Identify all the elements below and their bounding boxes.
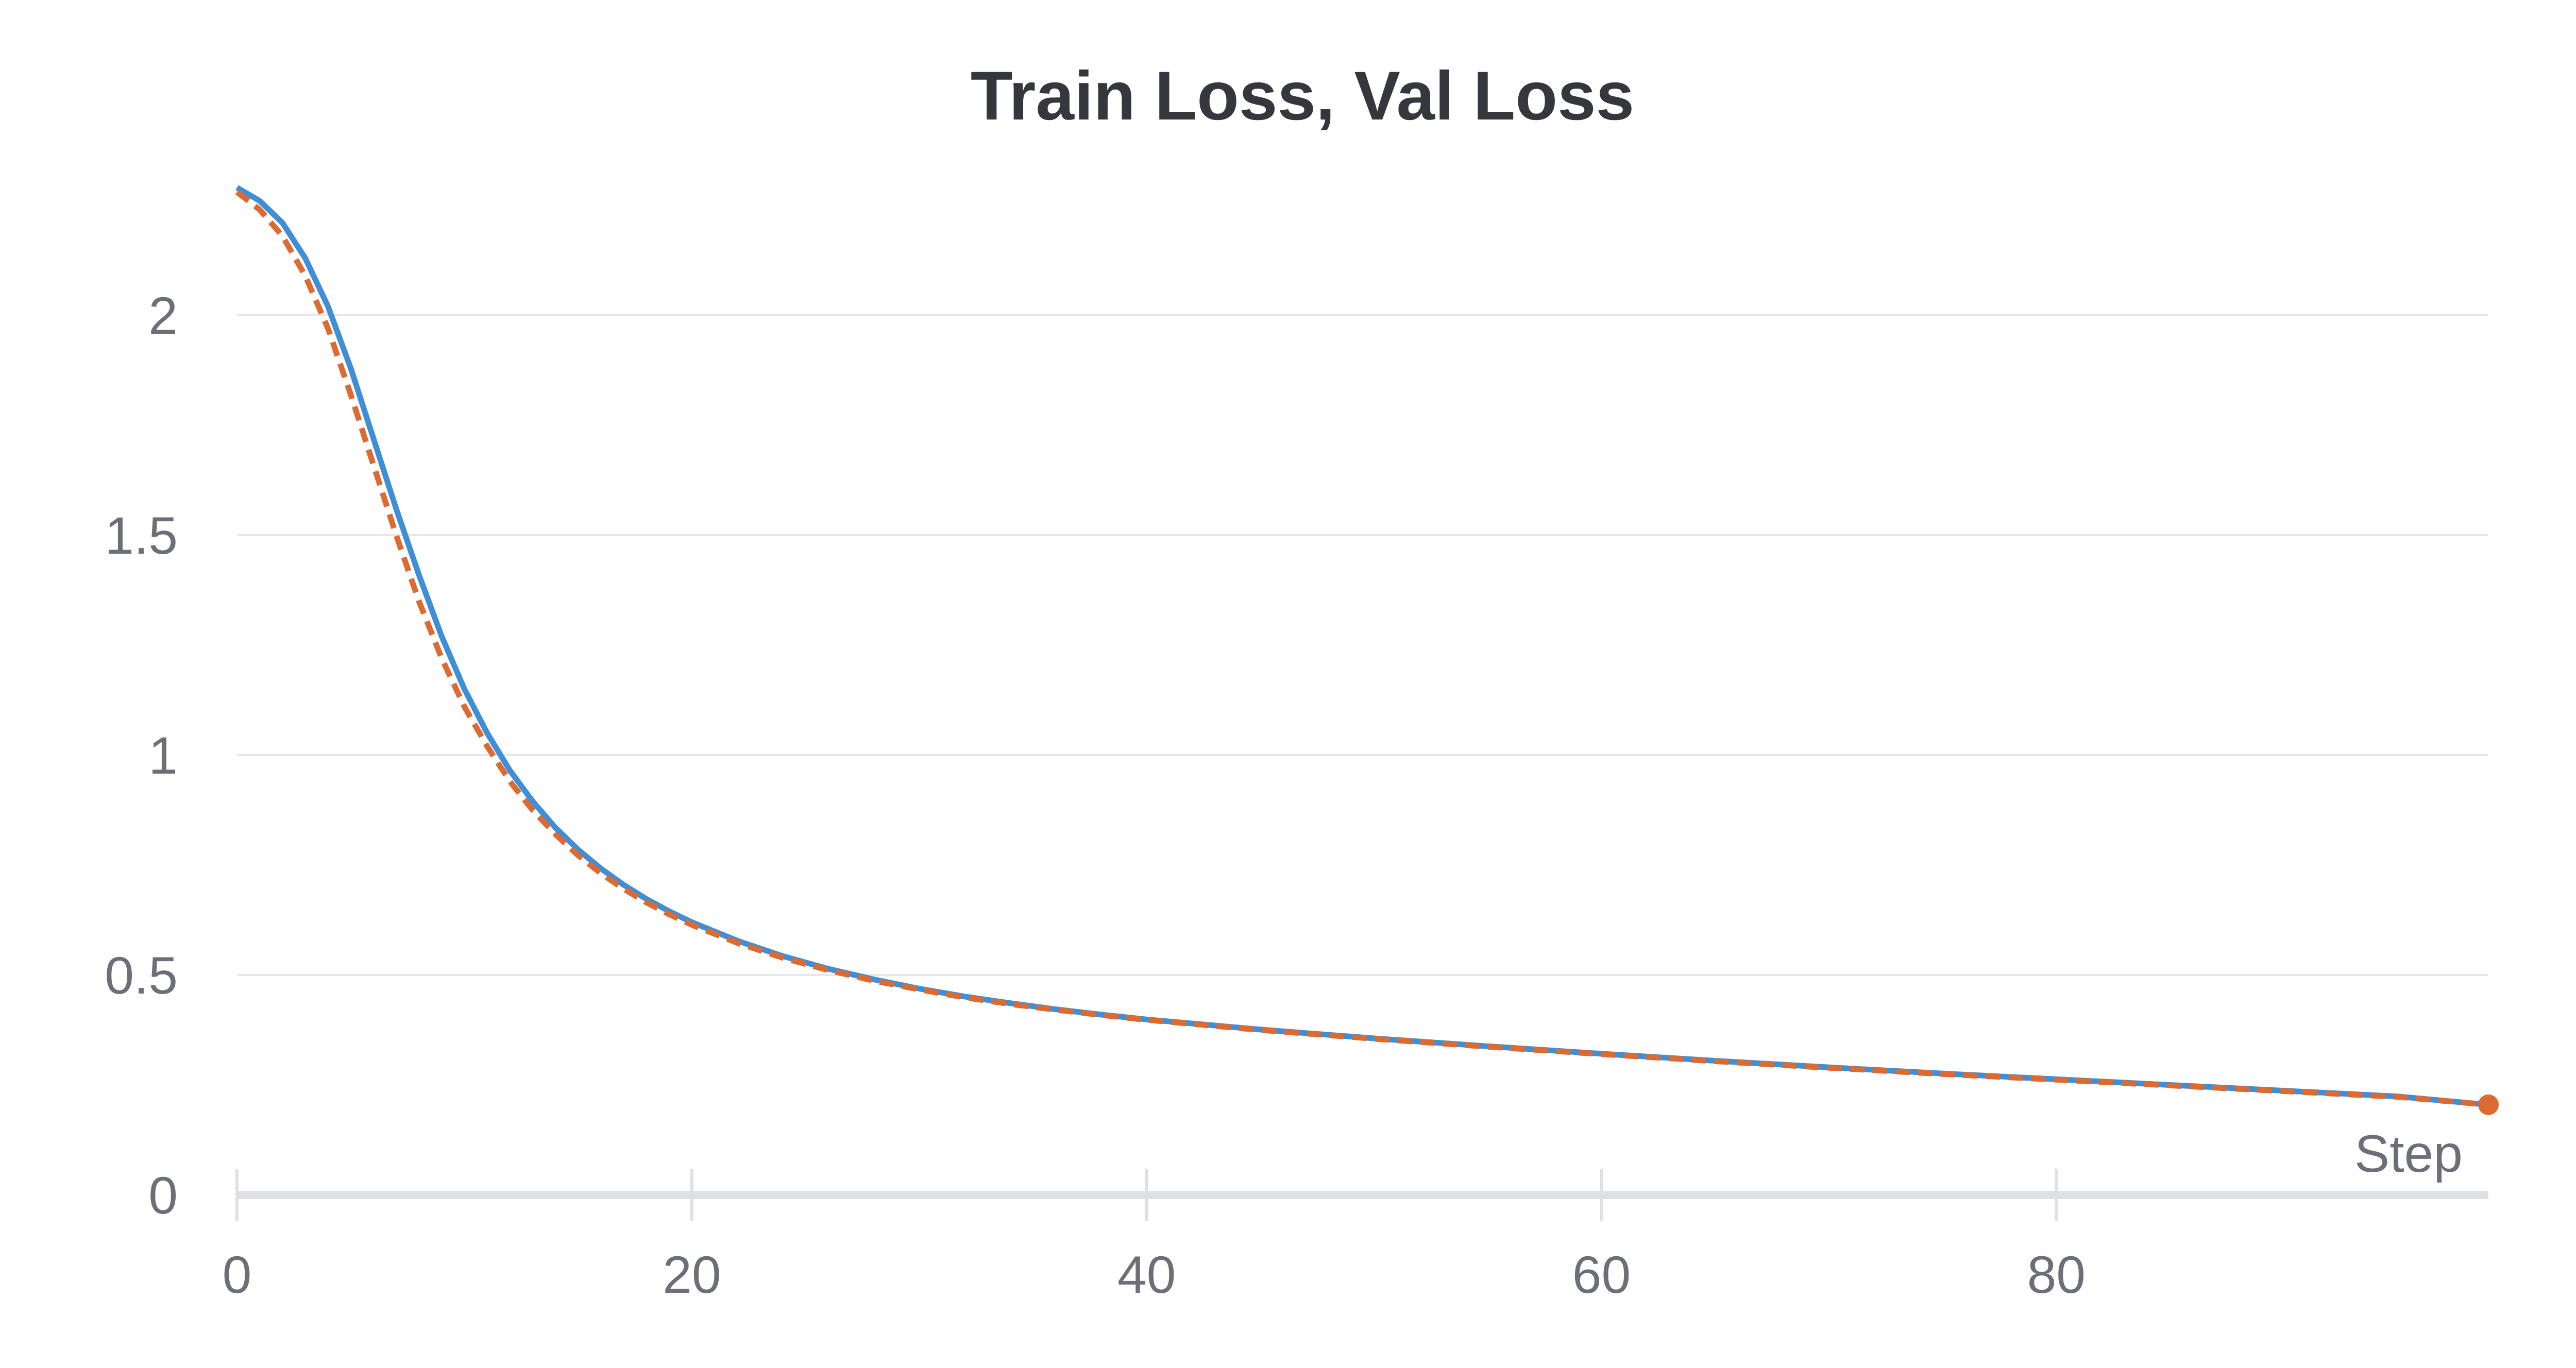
axis-layer (235, 1169, 2488, 1221)
x-tick-label: 60 (1572, 1245, 1631, 1304)
x-tick-label: 80 (2027, 1245, 2086, 1304)
y-tick-label: 2 (148, 286, 178, 345)
y-tick-label: 0 (148, 1166, 178, 1225)
chart-title: Train Loss, Val Loss (970, 58, 1635, 134)
x-tick-label: 0 (223, 1245, 252, 1304)
grid-layer (237, 314, 2488, 976)
x-tick-label: 40 (1117, 1245, 1176, 1304)
x-axis-label: Step (2354, 1124, 2463, 1183)
x-tick-label: 20 (663, 1245, 721, 1304)
y-tick-label: 1 (148, 726, 178, 785)
series-line-2 (235, 190, 2489, 1108)
series-end-marker (2478, 1094, 2499, 1115)
series-line-1 (235, 185, 2489, 1108)
y-tick-label: 0.5 (105, 946, 178, 1005)
series-layer (235, 185, 2499, 1115)
y-tick-label: 1.5 (105, 506, 178, 565)
